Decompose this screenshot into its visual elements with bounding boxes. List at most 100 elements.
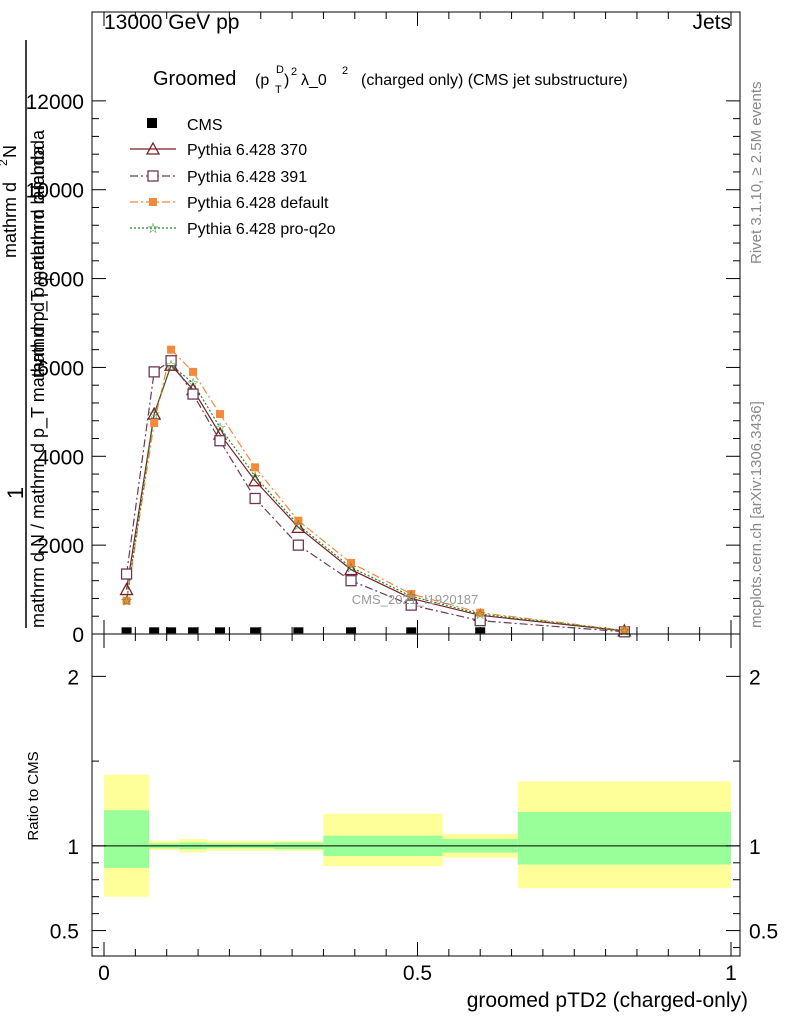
svg-text:(charged only) (CMS jet substr: (charged only) (CMS jet substructure) — [361, 72, 628, 89]
point-cms — [121, 627, 132, 634]
svg-text:): ) — [284, 72, 289, 89]
svg-text:1: 1 — [3, 487, 28, 499]
y-tick-label: 12000 — [26, 91, 84, 114]
legend-entry-q2o: ☆ Pythia 6.428 pro-q2o — [130, 220, 336, 238]
point-pythia-q2o: ☆ — [249, 468, 262, 484]
svg-text:(p: (p — [255, 72, 269, 89]
point-cms — [293, 627, 304, 634]
point-pythia-q2o: ☆ — [292, 517, 305, 533]
point-pythia-q2o: ☆ — [214, 419, 227, 435]
point-pythia-391 — [249, 492, 261, 505]
y-tick-label: 6000 — [37, 357, 84, 380]
main-plot-frame — [91, 11, 741, 635]
point-pythia-q2o: ☆ — [405, 588, 418, 604]
point-pythia-q2o: ☆ — [474, 606, 487, 622]
x-tick-label: 1 — [725, 962, 737, 985]
ratio-y-tick-label-left: 2 — [67, 666, 79, 689]
series-line-3 — [125, 348, 625, 632]
svg-text:Pythia 6.428 pro-q2o: Pythia 6.428 pro-q2o — [187, 221, 336, 238]
point-pythia-q2o: ☆ — [345, 559, 358, 575]
point-cms — [166, 627, 177, 634]
point-pythia-default — [620, 626, 629, 635]
point-pythia-391 — [214, 435, 226, 447]
svg-text:λ_0: λ_0 — [301, 72, 327, 89]
point-cms — [406, 627, 417, 634]
svg-text:T: T — [275, 84, 282, 96]
ratio-y-tick-label-left: 1 — [67, 836, 79, 859]
point-pythia-default — [215, 410, 224, 419]
svg-text:Pythia 6.428 default: Pythia 6.428 default — [187, 195, 329, 212]
y-tick-label: 8000 — [37, 269, 84, 292]
legend-entry-cms: CMS — [147, 117, 223, 134]
svg-text:mathrm d N / mathrm d p_T math: mathrm d N / mathrm d p_T mathrm d p_T m… — [28, 145, 49, 628]
point-pythia-391 — [187, 388, 199, 400]
svg-text:D: D — [276, 64, 284, 76]
main-series-group: ☆ ☆ ☆ ☆ ☆ ☆ ☆ ☆ ☆ ☆ ☆ — [119, 345, 632, 639]
point-pythia-default — [476, 608, 485, 617]
legend-entry-391: Pythia 6.428 391 — [130, 169, 307, 186]
legend-marker-q2o: ☆ — [147, 220, 160, 236]
svg-text:T: T — [43, 275, 57, 283]
series-line-1 — [125, 364, 625, 632]
ratio-y-tick-label-left: 0.5 — [50, 921, 79, 944]
legend: CMS Pythia 6.428 370 Pythia 6.428 391 Py… — [130, 117, 336, 238]
svg-text:CMS: CMS — [187, 117, 223, 134]
point-pythia-q2o: ☆ — [120, 593, 133, 609]
point-pythia-391 — [405, 599, 417, 611]
svg-text:mathrm d: mathrm d — [0, 182, 20, 258]
svg-text:2: 2 — [342, 65, 348, 77]
y-tick-label: 10000 — [26, 180, 84, 203]
point-cms — [250, 627, 261, 634]
legend-marker-370 — [145, 141, 161, 155]
point-pythia-370 — [248, 473, 263, 487]
point-pythia-391 — [120, 568, 133, 580]
point-cms — [188, 627, 199, 634]
point-pythia-default — [294, 516, 303, 525]
ratio-y-axis-label: Ratio to CMS — [25, 751, 42, 840]
legend-marker-cms — [147, 118, 157, 128]
ratio-band-inner — [104, 810, 150, 868]
legend-entry-370: Pythia 6.428 370 — [130, 141, 307, 159]
analysis-watermark: CMS_2021_I1920187 — [352, 592, 479, 607]
main-axis-ticks: 0 2000 4000 6000 8000 10000 12000 — [26, 12, 740, 647]
point-pythia-default — [189, 367, 198, 376]
point-pythia-q2o: ☆ — [187, 375, 200, 391]
point-pythia-default — [150, 418, 159, 427]
ratio-y-tick-label-right: 1 — [749, 836, 761, 859]
legend-marker-default — [149, 198, 157, 206]
ratio-y-tick-label-right: 0.5 — [749, 921, 778, 944]
svg-text:2: 2 — [0, 159, 10, 166]
y-tick-label: 4000 — [37, 446, 84, 469]
svg-text:2: 2 — [291, 66, 297, 78]
point-pythia-default — [122, 596, 131, 605]
point-pythia-q2o: ☆ — [618, 623, 631, 639]
jets-label: Jets — [692, 11, 731, 34]
y-tick-label: 2000 — [37, 535, 84, 558]
chart-title: Groomed (p T D ) 2 λ_0 2 (charged only) … — [153, 64, 628, 96]
ratio-axis-ticks: 0.5 0.5 1 1 2 2 0 0.5 1 — [50, 634, 778, 985]
rivet-label: Rivet 3.1.10, ≥ 2.5M events — [748, 82, 765, 265]
point-pythia-default — [251, 463, 260, 472]
ratio-plot-frame — [91, 633, 741, 957]
point-pythia-370 — [119, 582, 134, 596]
point-pythia-q2o: ☆ — [148, 406, 161, 422]
point-pythia-q2o: ☆ — [165, 357, 178, 373]
y-tick-label: 0 — [72, 624, 84, 647]
legend-marker-391 — [147, 170, 159, 182]
point-pythia-370 — [291, 520, 306, 534]
legend-entry-default: Pythia 6.428 default — [130, 195, 329, 212]
point-cms — [214, 627, 225, 634]
mcplots-label: mcplots.cern.ch [arXiv:1306.3436] — [748, 401, 765, 628]
point-cms — [346, 627, 357, 634]
svg-text:mathrm d lambda: mathrm d lambda — [28, 129, 48, 270]
svg-text:mathrm d p: mathrm d p — [28, 287, 48, 378]
svg-text:Pythia 6.428 370: Pythia 6.428 370 — [187, 142, 307, 159]
x-tick-label: 0.5 — [403, 962, 432, 985]
svg-text:Groomed: Groomed — [153, 68, 236, 90]
point-pythia-391 — [345, 575, 357, 587]
point-pythia-default — [407, 590, 416, 599]
svg-text:N: N — [0, 145, 20, 158]
point-pythia-391 — [148, 366, 160, 378]
point-cms — [149, 627, 160, 634]
